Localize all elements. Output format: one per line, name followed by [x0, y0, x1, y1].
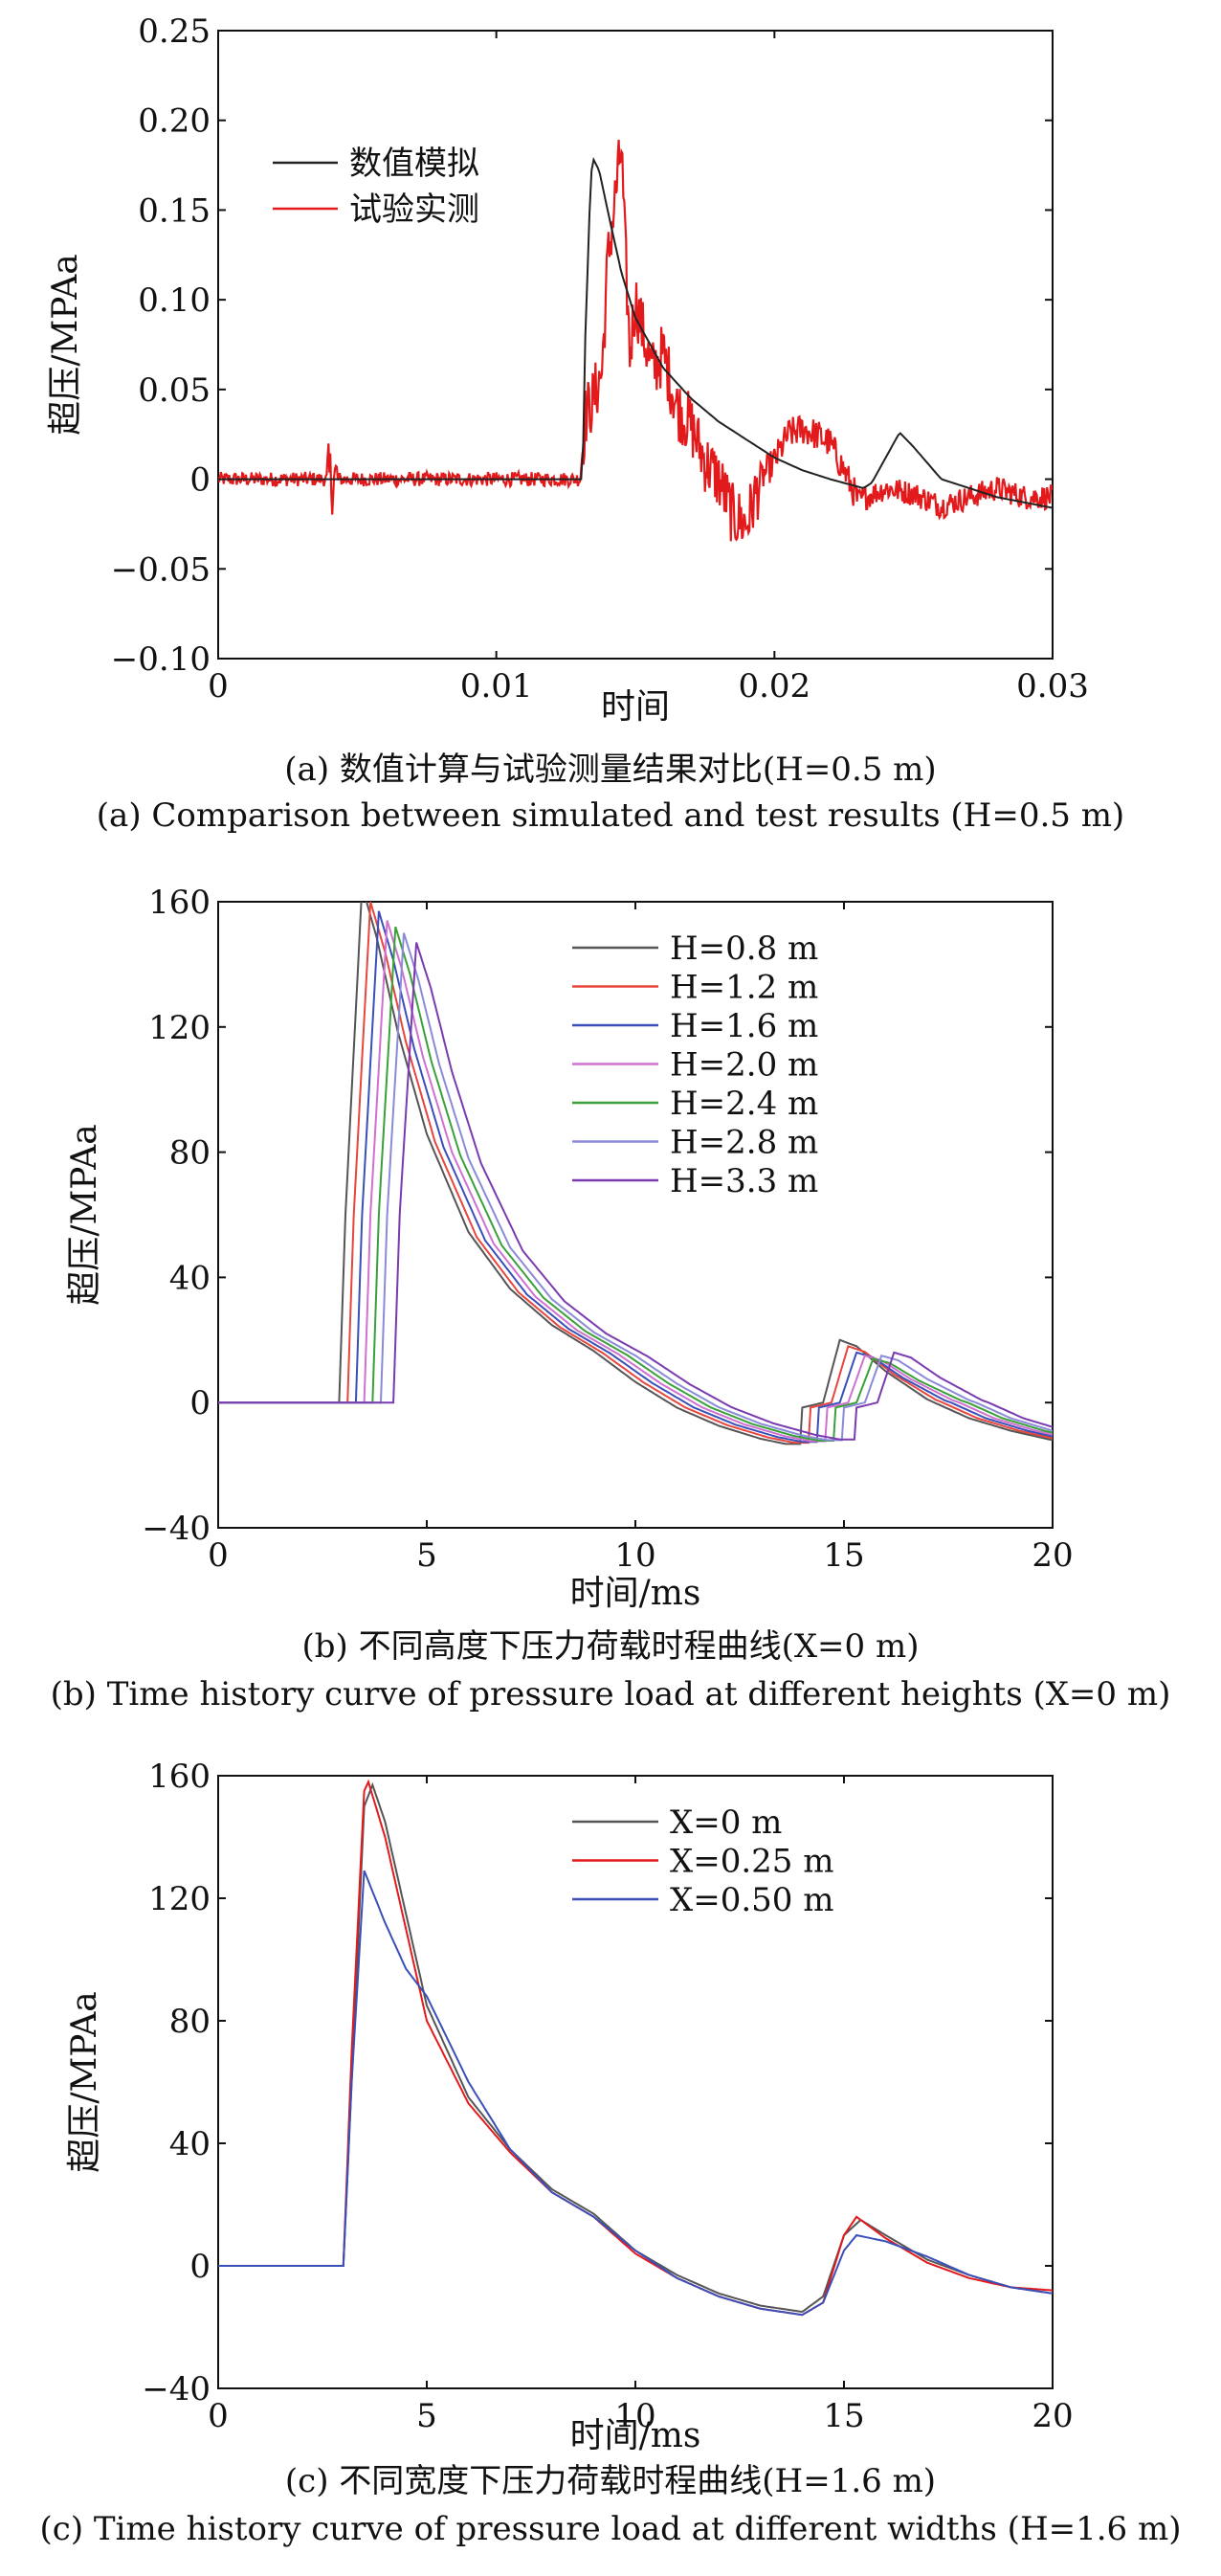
x-tick-label: 15 — [823, 1536, 864, 1575]
legend-label: H=2.4 m — [670, 1085, 818, 1123]
series-line — [218, 902, 1053, 1445]
y-tick-label: 120 — [148, 1009, 211, 1047]
legend-label: H=2.8 m — [670, 1124, 818, 1162]
y-tick-label: 40 — [169, 2125, 211, 2163]
x-tick-label: 10 — [614, 2397, 655, 2435]
legend-label: H=0.8 m — [670, 930, 818, 968]
chart-b: 0 5 10 15 2016012080400−40时间/ms超压/MPAaH=0.8 … — [65, 884, 1074, 1613]
y-tick-label: 0.10 — [138, 281, 211, 320]
y-tick-label: 0 — [189, 461, 211, 500]
y-tick-label: 80 — [169, 1134, 211, 1173]
legend-label: X=0.25 m — [670, 1843, 833, 1881]
x-tick-label: 5 — [416, 2397, 437, 2435]
x-tick-label: 5 — [416, 1536, 437, 1575]
x-tick-label: 20 — [1032, 2397, 1073, 2435]
y-tick-label: 0 — [189, 1384, 211, 1422]
plot-frame — [217, 30, 1054, 660]
series-line — [218, 156, 1053, 509]
y-tick-label: 0 — [189, 2248, 211, 2286]
caption-c-en: (c) Time history curve of pressure load … — [39, 2510, 1182, 2548]
x-tick-label: 0 — [208, 2397, 229, 2435]
x-tick-label: 10 — [614, 1536, 655, 1575]
y-axis-label: 超压/MPAa — [65, 1991, 104, 2172]
y-tick-label: 160 — [148, 884, 211, 922]
caption-b-en: (b) Time history curve of pressure load … — [50, 1675, 1171, 1714]
caption-a-cn: (a) 数值计算与试验测量结果对比(H=0.5 m) — [284, 750, 937, 789]
y-tick-label: 80 — [169, 2003, 211, 2041]
caption-c-cn: (c) 不同宽度下压力荷载时程曲线(H=1.6 m) — [284, 2462, 937, 2500]
x-tick-label: 0 — [208, 1536, 229, 1575]
y-tick-label: 0.20 — [138, 102, 211, 141]
y-tick-label: 120 — [148, 1880, 211, 1918]
caption-b-cn: (b) 不同高度下压力荷载时程曲线(X=0 m) — [301, 1627, 920, 1666]
y-tick-label: −0.05 — [111, 550, 211, 589]
legend-label: H=1.2 m — [670, 969, 818, 1007]
y-tick-label: −40 — [142, 2370, 211, 2408]
y-tick-label: 0.15 — [138, 191, 211, 230]
series-line — [218, 1870, 1053, 2317]
x-tick-label: 0.01 — [460, 667, 533, 706]
series-line — [218, 1781, 1053, 2314]
x-axis-label: 时间/ms — [570, 1574, 701, 1613]
legend-label: H=1.6 m — [670, 1007, 818, 1045]
y-tick-label: −40 — [142, 1510, 211, 1548]
series-line — [218, 942, 1053, 1441]
plot-frame — [217, 1775, 1054, 2389]
y-axis-label: 超压/MPAa — [46, 254, 85, 435]
y-axis-label: 超压/MPAa — [65, 1124, 104, 1305]
series-line — [218, 910, 1053, 1444]
legend-label: H=3.3 m — [670, 1162, 818, 1200]
x-tick-label: 0.02 — [738, 667, 810, 706]
series-line — [218, 932, 1053, 1442]
chart-panel-a: 0 0.01 0.02 0.03 0.25 0.20 0.15 0.10 0.05 0 −0.05 −… — [0, 0, 1221, 842]
x-axis-label: 时间 — [601, 687, 670, 727]
legend-label: 数值模拟 — [349, 145, 479, 183]
series-line — [218, 1779, 1053, 2317]
series-line — [218, 926, 1053, 1442]
x-tick-label: 15 — [823, 2397, 864, 2435]
x-tick-label: 20 — [1032, 1536, 1073, 1575]
legend-label: 试验实测 — [349, 190, 479, 229]
legend-label: H=2.0 m — [670, 1046, 818, 1085]
x-tick-label: 0.03 — [1016, 667, 1089, 706]
chart-panel-b: 0 5 10 15 20 160 120 80 40 0 −40 时间/ms 超压/MPAa H=0.8 … — [0, 842, 1221, 1723]
chart-a: 0 0.01 0.02 0.03 0.25 0.20 0.15 0.10 0.05 0 −0.05 −… — [46, 12, 1089, 727]
series-line — [218, 902, 1053, 1445]
y-tick-label: −0.10 — [111, 640, 211, 679]
x-axis-label: 时间/ms — [570, 2416, 701, 2455]
y-tick-label: 0.05 — [138, 371, 211, 410]
caption-a-en: (a) Comparison between simulated and tes… — [96, 796, 1125, 835]
y-tick-label: 40 — [169, 1259, 211, 1297]
y-tick-label: 0.25 — [138, 12, 211, 51]
legend-label: X=0 m — [670, 1803, 782, 1842]
y-tick-label: 160 — [148, 1758, 211, 1796]
plot-frame — [217, 901, 1054, 1529]
x-tick-label: 0 — [208, 667, 229, 706]
series-line — [218, 139, 1053, 542]
legend-label: X=0.50 m — [670, 1881, 833, 1919]
